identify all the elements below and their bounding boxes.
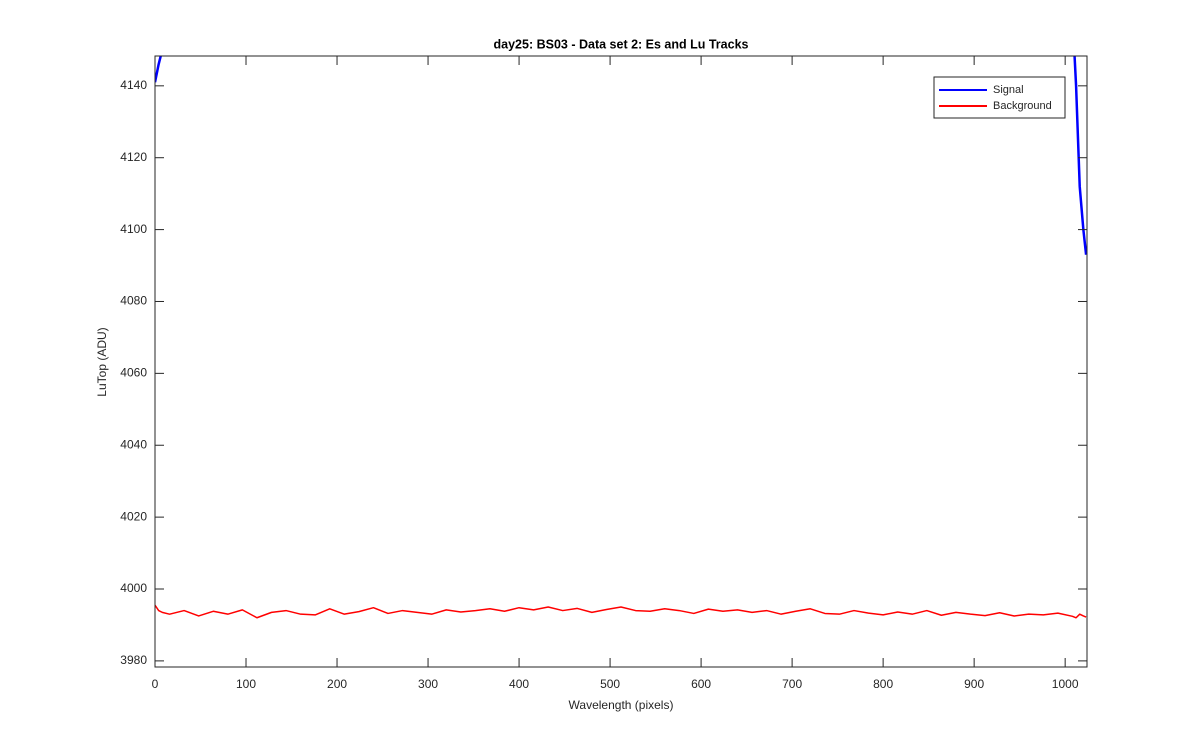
x-tick-label: 900	[964, 677, 984, 691]
y-tick-label: 3980	[120, 653, 147, 667]
x-tick-label: 800	[873, 677, 893, 691]
y-tick-label: 4000	[120, 581, 147, 595]
x-tick-label: 300	[418, 677, 438, 691]
y-tick-label: 4080	[120, 294, 147, 308]
chart-title: day25: BS03 - Data set 2: Es and Lu Trac…	[494, 37, 749, 51]
series-line	[155, 604, 1087, 619]
legend-label: Signal	[993, 84, 1024, 96]
series-line	[155, 56, 1087, 255]
x-tick-label: 1000	[1052, 677, 1079, 691]
axes-box	[154, 55, 1088, 668]
y-tick-label: 4120	[120, 150, 147, 164]
y-tick-label: 4140	[120, 78, 147, 92]
y-tick-label: 4100	[120, 222, 147, 236]
y-axis-label: LuTop (ADU)	[95, 327, 109, 396]
plot-area	[155, 56, 1087, 619]
x-tick-label: 0	[152, 677, 159, 691]
legend-box	[933, 76, 1066, 119]
x-tick-label: 600	[691, 677, 711, 691]
y-tick-label: 4040	[120, 437, 147, 451]
y-tick-label: 4060	[120, 366, 147, 380]
x-tick-label: 500	[600, 677, 620, 691]
y-tick-label: 4020	[120, 509, 147, 523]
legend-label: Background	[993, 100, 1052, 112]
x-axis-label: Wavelength (pixels)	[569, 698, 674, 712]
legend: Signal Background	[933, 76, 1066, 119]
x-tick-label: 100	[236, 677, 256, 691]
x-tick-label: 700	[782, 677, 802, 691]
x-tick-label: 400	[509, 677, 529, 691]
x-tick-label: 200	[327, 677, 347, 691]
